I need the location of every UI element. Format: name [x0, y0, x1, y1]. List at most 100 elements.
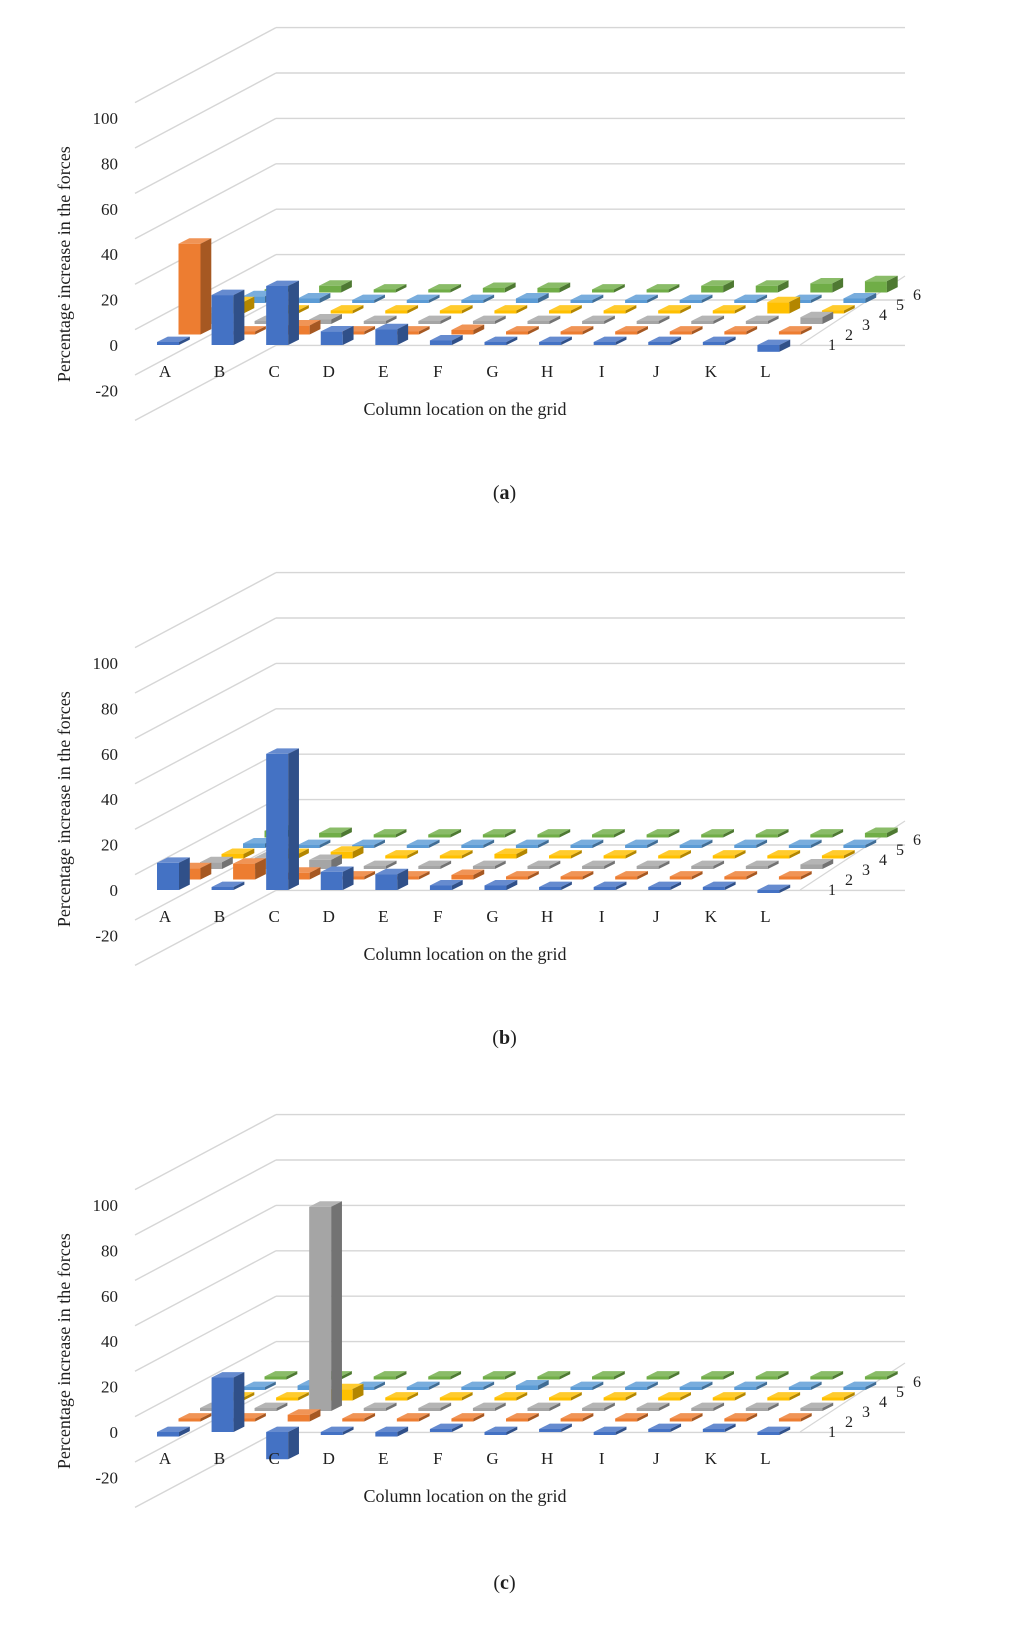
- depth-label-6: 6: [913, 1374, 921, 1391]
- x-axis-title: Column location on the grid: [364, 1486, 567, 1506]
- bar-H-2: [560, 326, 594, 335]
- bar-F-5: [515, 839, 549, 848]
- bar-L-3: [800, 859, 834, 869]
- bar-C-3: [309, 854, 342, 869]
- bar-B-6: [319, 280, 352, 293]
- caption-c-letter: c: [500, 1572, 509, 1594]
- bar-I-6: [701, 1371, 734, 1380]
- chart-panel-c: -20 0 20 40 60 80 100 Percentage increase in th…: [0, 1087, 1009, 1582]
- bar-A-1: [157, 336, 190, 345]
- bar-I-6: [701, 829, 734, 838]
- bar-F-3: [472, 315, 506, 324]
- gridline-80: [134, 117, 905, 195]
- bar-G-5: [570, 1381, 604, 1390]
- x-tick-label-H: H: [541, 1449, 553, 1468]
- bar-J-3: [691, 1402, 725, 1411]
- bar-H-5: [625, 1381, 658, 1390]
- bar-K-1: [702, 1423, 736, 1432]
- depth-label-4: 4: [879, 307, 887, 324]
- bar-F-1: [429, 335, 463, 345]
- gridline-100: [134, 1159, 905, 1236]
- bar-L-2: [778, 1413, 812, 1422]
- bar-E-6: [482, 282, 516, 293]
- bar-G-4: [549, 1392, 582, 1401]
- bar-E-3: [418, 315, 452, 324]
- bar-D-3: [363, 1402, 397, 1411]
- bar-J-2: [669, 326, 703, 335]
- gridline-60: [134, 1250, 905, 1327]
- bar-D-2: [342, 1413, 376, 1422]
- bar-D-3: [363, 860, 397, 869]
- x-tick-label-G: G: [486, 1449, 498, 1468]
- y-tick-label: 100: [93, 1196, 119, 1215]
- bar-G-1: [484, 336, 518, 345]
- bar-B-1: [211, 881, 245, 890]
- gridline-top: [134, 571, 905, 649]
- bar-C-4: [330, 305, 364, 314]
- bar-F-2: [451, 869, 485, 880]
- depth-label-5: 5: [896, 297, 904, 314]
- bar-H-4: [603, 850, 637, 859]
- bar-J-5: [734, 294, 768, 303]
- gridline--20: [134, 344, 905, 422]
- bar-G-1: [484, 880, 518, 890]
- depth-label-2: 2: [845, 327, 853, 344]
- bar-D-1: [320, 866, 354, 890]
- bar-J-6: [755, 829, 789, 838]
- depth-label-3: 3: [862, 317, 870, 334]
- bar-D-4: [385, 850, 419, 859]
- y-tick-label: -20: [95, 1468, 118, 1487]
- bar-E-6: [482, 829, 516, 838]
- bar-K-4: [767, 1392, 801, 1401]
- x-tick-label-H: H: [541, 362, 553, 381]
- bar-L-1: [757, 1426, 791, 1435]
- bar-B-4: [276, 1392, 309, 1401]
- y-tick-label: 0: [110, 881, 119, 900]
- bar-I-3: [636, 1402, 670, 1411]
- y-tick-label: 80: [101, 1241, 118, 1260]
- bar-H-6: [646, 284, 680, 293]
- bar-I-2: [615, 326, 648, 335]
- bar-J-2: [669, 1413, 703, 1422]
- y-tick-label: 60: [101, 200, 118, 219]
- bar-F-6: [537, 282, 571, 293]
- x-tick-label-E: E: [378, 907, 388, 926]
- x-tick-label-L: L: [760, 907, 770, 926]
- bar-C-6: [373, 1371, 407, 1380]
- bar-J-4: [712, 305, 746, 314]
- bar-D-6: [428, 829, 462, 838]
- x-tick-label-C: C: [268, 907, 279, 926]
- bar-A-5: [243, 1381, 276, 1390]
- x-tick-label-A: A: [159, 907, 172, 926]
- y-tick-label: 60: [101, 745, 118, 764]
- bar-C-1: [266, 1426, 299, 1460]
- bar-J-1: [648, 1423, 682, 1432]
- gridline-60: [134, 163, 905, 240]
- bar-H-2: [560, 1413, 594, 1422]
- y-tick-label: 40: [101, 790, 118, 809]
- bar-I-5: [679, 294, 713, 303]
- bar-K-4: [767, 296, 801, 314]
- bar-G-6: [592, 284, 625, 293]
- bar-H-3: [582, 315, 615, 324]
- bar-J-5: [734, 839, 768, 848]
- bar-D-1: [320, 1426, 354, 1435]
- bar-J-4: [712, 1392, 746, 1401]
- bar-E-4: [439, 850, 473, 859]
- depth-label-2: 2: [845, 1414, 853, 1431]
- bar-F-4: [494, 848, 528, 859]
- depth-label-6: 6: [913, 832, 921, 849]
- bar-A-6: [264, 1371, 298, 1380]
- x-tick-label-A: A: [159, 1449, 172, 1468]
- gridline-20: [134, 253, 905, 331]
- bar-E-3: [418, 860, 452, 869]
- x-axis-title: Column location on the grid: [364, 944, 567, 964]
- bar-B-1: [211, 289, 245, 345]
- bar-D-3: [363, 315, 397, 324]
- bar-F-3: [472, 860, 506, 869]
- x-tick-label-B: B: [214, 907, 225, 926]
- y-tick-label: 20: [101, 836, 118, 855]
- gridline-top: [134, 26, 905, 104]
- bar-B-2: [233, 858, 266, 880]
- bar-K-3: [745, 315, 779, 324]
